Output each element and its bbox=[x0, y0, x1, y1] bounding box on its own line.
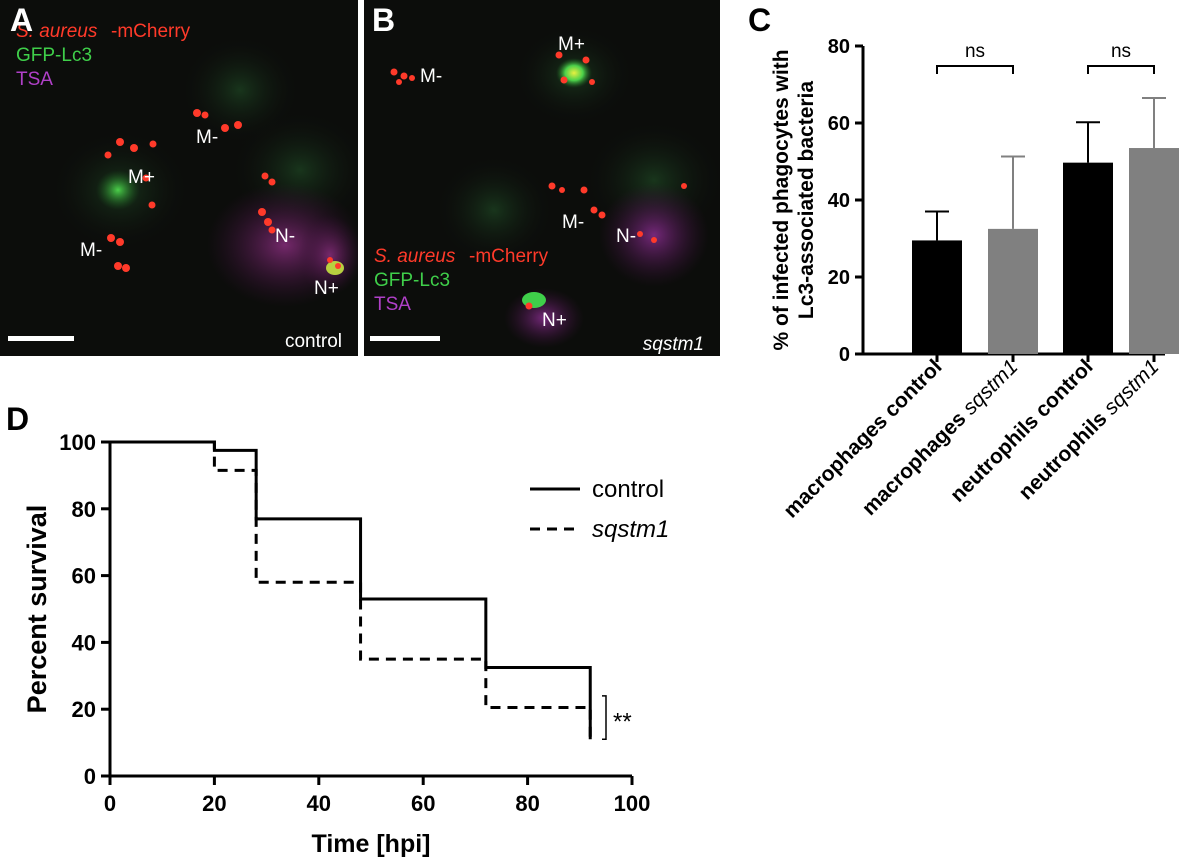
x-tick-label-condition: sqstm1 bbox=[1099, 355, 1163, 419]
x-tick-label: 80 bbox=[515, 791, 539, 816]
y-tick-label: 20 bbox=[828, 267, 850, 289]
cell-label: M+ bbox=[558, 34, 585, 55]
micrograph-control-image: S. aureus -mCherry GFP-Lc3 TSA M- M+ M- … bbox=[8, 21, 358, 352]
bar-chart: 0 20 40 60 80 ns ns % of infected phagocytes wi… bbox=[770, 36, 1179, 523]
x-axis-label: Time [hpi] bbox=[312, 830, 431, 858]
legend-tsa: TSA bbox=[374, 294, 411, 315]
series-line-sqstm1 bbox=[110, 440, 592, 740]
bar bbox=[1129, 148, 1179, 354]
condition-label: sqstm1 bbox=[643, 334, 704, 355]
panel-letter-a: A bbox=[10, 2, 34, 38]
cell-label: M- bbox=[562, 212, 584, 233]
y-tick-label: 0 bbox=[839, 344, 850, 366]
series-line-control bbox=[110, 440, 592, 740]
legend-species: S. aureus bbox=[16, 21, 98, 42]
scale-bar bbox=[8, 336, 74, 341]
cell-label: M- bbox=[80, 240, 102, 261]
x-tick-label: 20 bbox=[202, 791, 226, 816]
panel-letter-d: D bbox=[6, 401, 30, 437]
y-axis-label-line: Lc3-associated bacteria bbox=[795, 81, 818, 319]
y-tick-label: 40 bbox=[828, 190, 850, 212]
y-tick-label: 60 bbox=[828, 113, 850, 135]
y-tick-label: 0 bbox=[84, 764, 96, 789]
legend-tsa: TSA bbox=[16, 69, 53, 90]
x-tick-label: 60 bbox=[411, 791, 435, 816]
condition-label: control bbox=[285, 331, 342, 352]
legend-label: control bbox=[592, 476, 664, 503]
x-tick-label-condition: sqstm1 bbox=[958, 355, 1022, 419]
cell-label: N+ bbox=[542, 310, 567, 331]
micrograph-sqstm1: S. aureus -mCherry GFP-Lc3 TSA M- M+ M- … bbox=[364, 0, 720, 356]
cell-label: N- bbox=[275, 226, 295, 247]
cell-label: M- bbox=[196, 127, 218, 148]
panel-letter-c: C bbox=[748, 2, 772, 38]
cell-label: M+ bbox=[128, 167, 155, 188]
y-tick-label: 40 bbox=[72, 630, 96, 655]
significance-label: ** bbox=[613, 709, 632, 736]
y-tick-label: 60 bbox=[72, 564, 96, 589]
y-tick-label: 100 bbox=[59, 430, 96, 455]
legend-gfp: GFP-Lc3 bbox=[374, 270, 450, 291]
y-axis-label: % of infected phagocytes withLc3-associa… bbox=[770, 49, 818, 350]
comparison-bracket bbox=[936, 65, 1014, 74]
legend-species-suffix: -mCherry bbox=[111, 21, 191, 42]
x-tick-label: 100 bbox=[614, 791, 651, 816]
x-tick-label: 40 bbox=[307, 791, 331, 816]
y-tick-label: 80 bbox=[828, 36, 850, 58]
bar bbox=[988, 228, 1038, 354]
y-axis-label-line: % of infected phagocytes with bbox=[770, 49, 793, 350]
comparison-bracket bbox=[1087, 65, 1155, 74]
micrograph-sqstm1-image: S. aureus -mCherry GFP-Lc3 TSA M- M+ M- … bbox=[370, 25, 720, 355]
cell-label: N+ bbox=[314, 278, 339, 299]
y-axis-label: Percent survival bbox=[22, 505, 52, 714]
bar bbox=[912, 240, 962, 354]
panel-letter-b: B bbox=[372, 2, 396, 38]
scale-bar bbox=[370, 336, 440, 341]
cell-label: N- bbox=[616, 226, 636, 247]
x-tick-label-condition: control bbox=[880, 355, 947, 422]
significance-bracket bbox=[602, 695, 607, 741]
micrograph-control: S. aureus -mCherry GFP-Lc3 TSA M- M+ M- … bbox=[0, 0, 358, 356]
cell-label: M- bbox=[420, 66, 442, 87]
x-tick-label: 0 bbox=[104, 791, 116, 816]
legend-species: S. aureus bbox=[374, 246, 456, 267]
survival-chart: 0 20 40 60 80 100 0 20 40 60 80 100 Time [hpi] Percen… bbox=[22, 430, 669, 858]
legend-gfp: GFP-Lc3 bbox=[16, 45, 92, 66]
y-tick-label: 80 bbox=[72, 497, 96, 522]
bar bbox=[1063, 162, 1113, 354]
y-tick-label: 20 bbox=[72, 697, 96, 722]
x-tick-label-condition: control bbox=[1031, 355, 1098, 422]
comparison-label: ns bbox=[965, 41, 985, 62]
legend-species-suffix: -mCherry bbox=[469, 246, 549, 267]
legend-label: sqstm1 bbox=[592, 516, 669, 543]
comparison-label: ns bbox=[1111, 41, 1131, 62]
